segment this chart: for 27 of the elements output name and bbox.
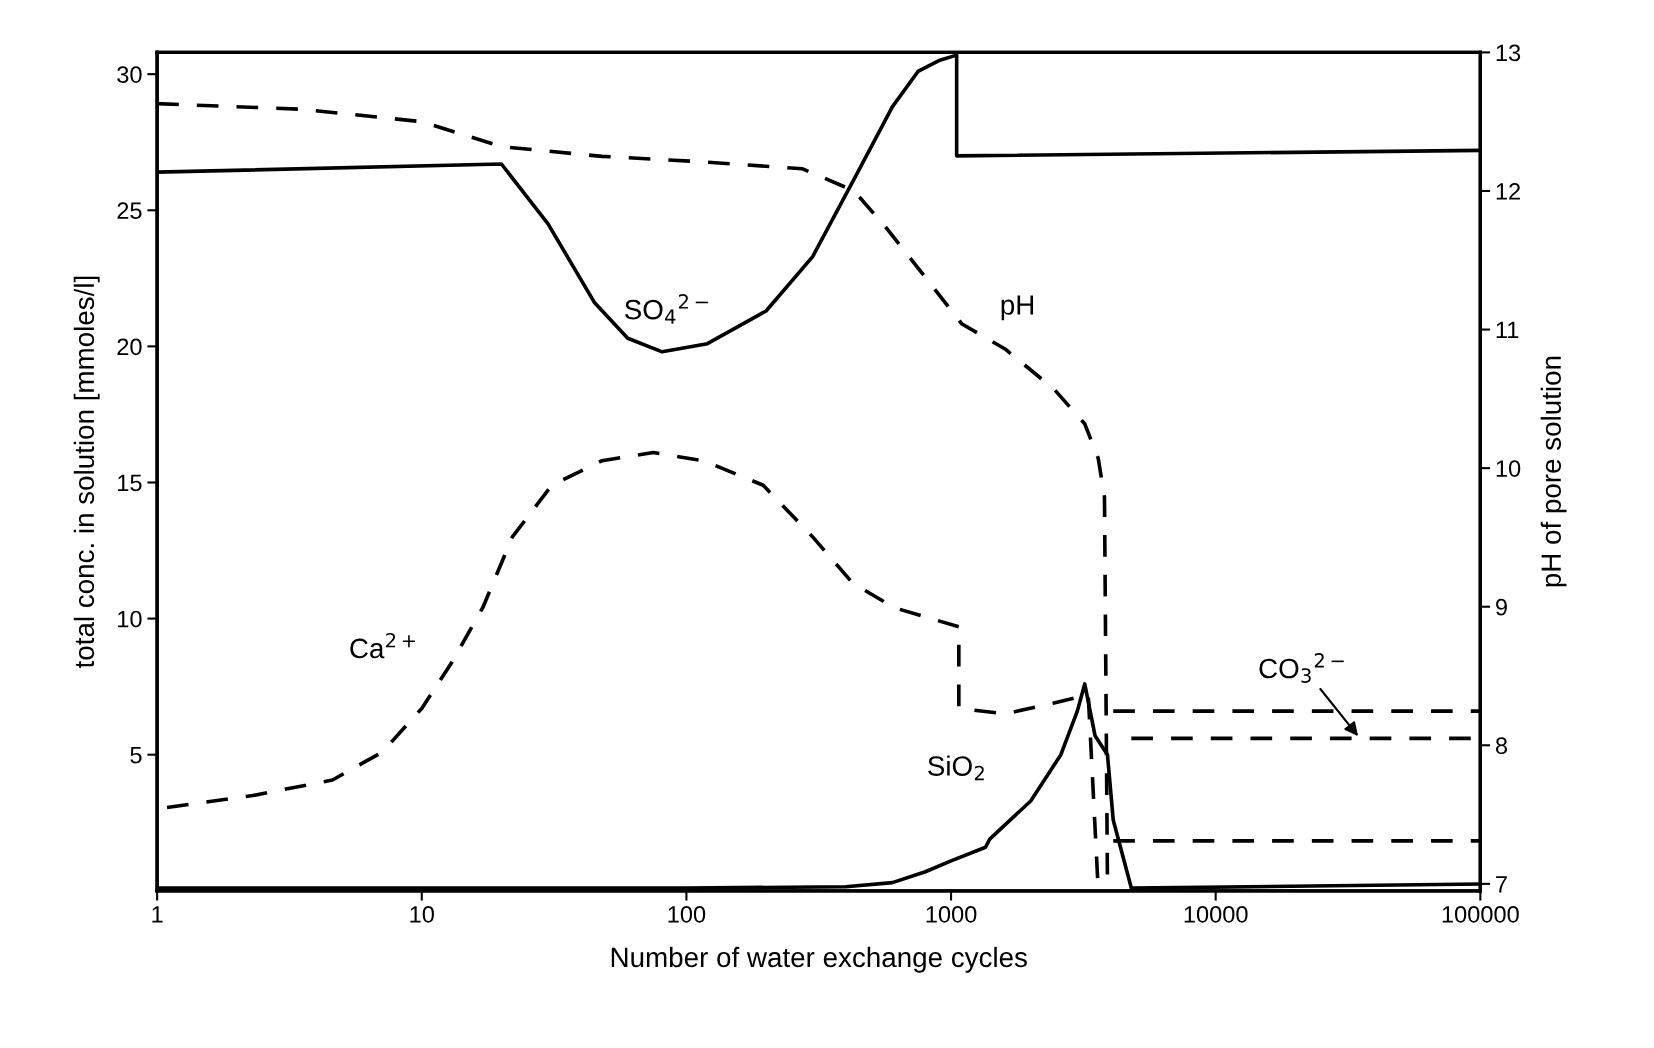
y-tick-label: 15	[118, 474, 142, 492]
y2-tick-label: 11	[1496, 321, 1519, 339]
y2-tick-label: 7	[1496, 876, 1507, 893]
series-label: Ca$^{2+}$	[350, 632, 416, 659]
y2-tick-label: 12	[1496, 183, 1520, 200]
y-tick-label: 20	[117, 338, 142, 356]
series-label: CO$_{3}$$^{2−}$	[1259, 653, 1344, 683]
y-tick-label: 5	[130, 747, 142, 764]
series-label: SO$_{4}$$^{2−}$	[624, 294, 708, 324]
x-tick-label: 1000	[926, 906, 977, 923]
y-tick-label: 10	[118, 610, 142, 628]
x-tick-label: 1	[152, 906, 163, 923]
series-label: SiO$_{2}$	[928, 755, 984, 781]
y2-tick-label: 13	[1496, 44, 1521, 62]
x-tick-label: 10000	[1184, 906, 1248, 923]
y-axis-title: total conc. in solution [mmoles/l]	[73, 276, 100, 669]
y2-tick-label: 10	[1496, 460, 1521, 477]
y-tick-label: 25	[117, 202, 142, 220]
y2-tick-label: 9	[1496, 598, 1507, 616]
x-tick-label: 10	[410, 906, 434, 923]
x-tick-label: 100	[668, 906, 706, 923]
y2-tick-label: 8	[1495, 737, 1508, 755]
y2-axis-title: pH of pore solution	[1540, 356, 1567, 587]
series-label: pH	[1001, 295, 1034, 321]
x-axis-title: Number of water exchange cycles	[611, 946, 1027, 973]
y-tick-label: 30	[117, 66, 142, 83]
x-tick-label: 100000	[1442, 906, 1519, 923]
